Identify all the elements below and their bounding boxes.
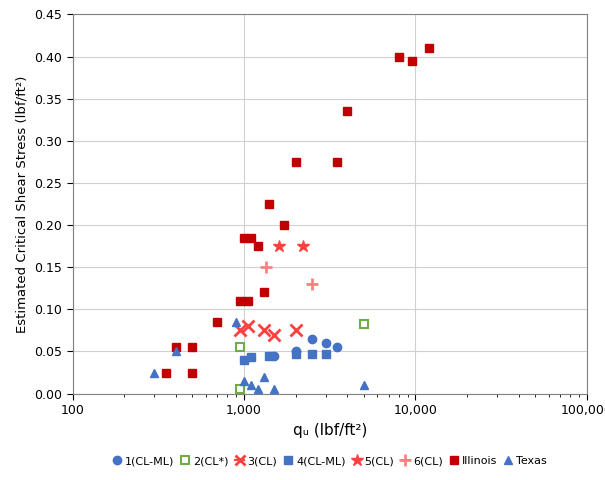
Illinois: [266, 201, 273, 207]
1(CL-ML): [270, 353, 278, 359]
Illinois: [344, 108, 351, 114]
3(CL): [270, 332, 278, 337]
3(CL): [237, 327, 244, 333]
Line: Illinois: Illinois: [162, 44, 433, 377]
Illinois: [189, 370, 196, 375]
5(CL): [275, 243, 283, 249]
1(CL-ML): [292, 348, 299, 354]
Line: 5(CL): 5(CL): [273, 240, 309, 252]
Line: 4(CL-ML): 4(CL-ML): [240, 350, 330, 364]
Illinois: [292, 159, 299, 165]
Texas: [172, 348, 180, 354]
Illinois: [189, 344, 196, 350]
Illinois: [280, 222, 287, 228]
4(CL-ML): [309, 351, 316, 357]
Illinois: [214, 319, 221, 325]
1(CL-ML): [322, 340, 330, 346]
Texas: [247, 382, 255, 388]
4(CL-ML): [240, 357, 247, 363]
Line: 2(CL*): 2(CL*): [236, 320, 368, 394]
Texas: [270, 386, 278, 392]
Texas: [240, 378, 247, 384]
2(CL*): [237, 386, 244, 392]
Illinois: [395, 54, 402, 60]
Illinois: [172, 344, 180, 350]
Illinois: [247, 235, 255, 240]
Illinois: [162, 370, 169, 375]
Texas: [360, 382, 367, 388]
4(CL-ML): [292, 351, 299, 357]
Line: Texas: Texas: [150, 318, 368, 394]
2(CL*): [237, 344, 244, 350]
3(CL): [244, 324, 251, 329]
Texas: [232, 319, 240, 325]
Illinois: [237, 298, 244, 304]
Illinois: [425, 45, 433, 51]
Line: 3(CL): 3(CL): [235, 321, 301, 340]
1(CL-ML): [333, 344, 341, 350]
1(CL-ML): [309, 336, 316, 342]
4(CL-ML): [266, 353, 273, 359]
Illinois: [244, 298, 251, 304]
Illinois: [333, 159, 341, 165]
2(CL*): [360, 321, 367, 326]
6(CL): [263, 264, 270, 270]
3(CL): [292, 327, 299, 333]
5(CL): [299, 243, 306, 249]
Illinois: [408, 58, 415, 64]
4(CL-ML): [247, 355, 255, 360]
4(CL-ML): [322, 351, 330, 357]
Texas: [260, 374, 267, 380]
3(CL): [260, 327, 267, 333]
6(CL): [309, 281, 316, 287]
Texas: [254, 386, 261, 392]
Texas: [151, 370, 158, 375]
Line: 6(CL): 6(CL): [260, 261, 318, 290]
Illinois: [254, 243, 261, 249]
Y-axis label: Estimated Critical Shear Stress (lbf/ft²): Estimated Critical Shear Stress (lbf/ft²…: [16, 75, 28, 333]
X-axis label: qᵤ (lbf/ft²): qᵤ (lbf/ft²): [293, 422, 367, 438]
Illinois: [240, 235, 247, 240]
Legend: 1(CL-ML), 2(CL*), 3(CL), 4(CL-ML), 5(CL), 6(CL), Illinois, Texas: 1(CL-ML), 2(CL*), 3(CL), 4(CL-ML), 5(CL)…: [113, 456, 547, 466]
Illinois: [260, 289, 267, 295]
Line: 1(CL-ML): 1(CL-ML): [270, 335, 341, 360]
